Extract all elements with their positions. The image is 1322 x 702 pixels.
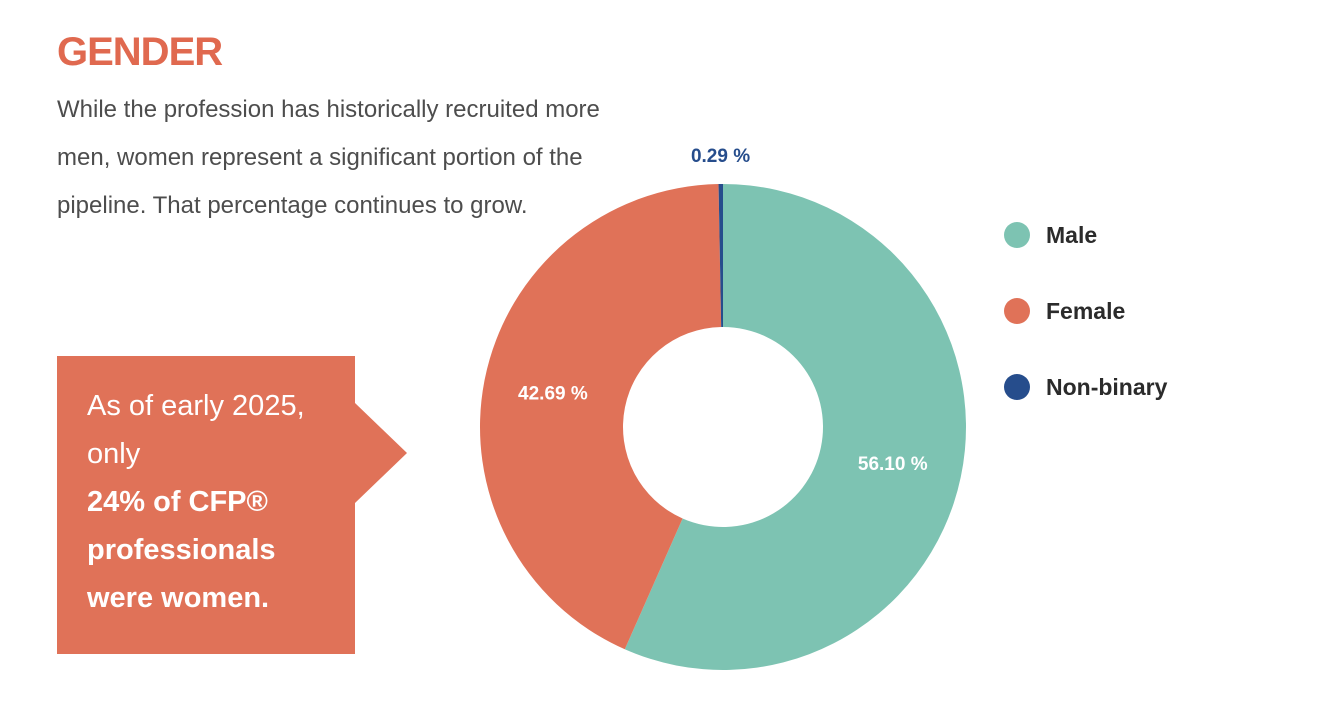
legend-dot-male	[1004, 222, 1030, 248]
callout-strong-text-3: were women.	[87, 582, 270, 614]
legend-dot-female	[1004, 298, 1030, 324]
slice-label-male: 56.10 %	[858, 454, 928, 475]
legend-label-male: Male	[1046, 221, 1098, 248]
legend-dot-nonbinary	[1004, 374, 1030, 400]
callout-normal-text: As of early 2025, only	[87, 390, 305, 470]
callout-arrow	[355, 403, 407, 503]
callout-strong-text-1: 24% of CFP®	[87, 486, 268, 518]
intro-paragraph: While the profession has historically re…	[57, 96, 600, 219]
callout-text: As of early 2025, only 24% of CFP® profe…	[87, 382, 337, 622]
legend-item-female: Female	[1004, 288, 1167, 334]
slice-label-nonbinary: 0.29 %	[691, 146, 750, 167]
slice-nonbinary	[718, 184, 723, 328]
legend-item-nonbinary: Non-binary	[1004, 364, 1167, 410]
section-title: GENDER	[57, 30, 223, 74]
callout-box: As of early 2025, only 24% of CFP® profe…	[57, 356, 355, 654]
slice-label-female: 42.69 %	[518, 384, 588, 405]
legend-label-nonbinary: Non-binary	[1046, 373, 1168, 400]
legend-label-female: Female	[1046, 297, 1126, 324]
slice-male	[624, 184, 967, 671]
legend-item-male: Male	[1004, 212, 1167, 258]
slice-female	[480, 184, 722, 650]
callout-strong-text-2: professionals	[87, 534, 276, 566]
chart-legend: Male Female Non-binary	[1004, 212, 1167, 440]
